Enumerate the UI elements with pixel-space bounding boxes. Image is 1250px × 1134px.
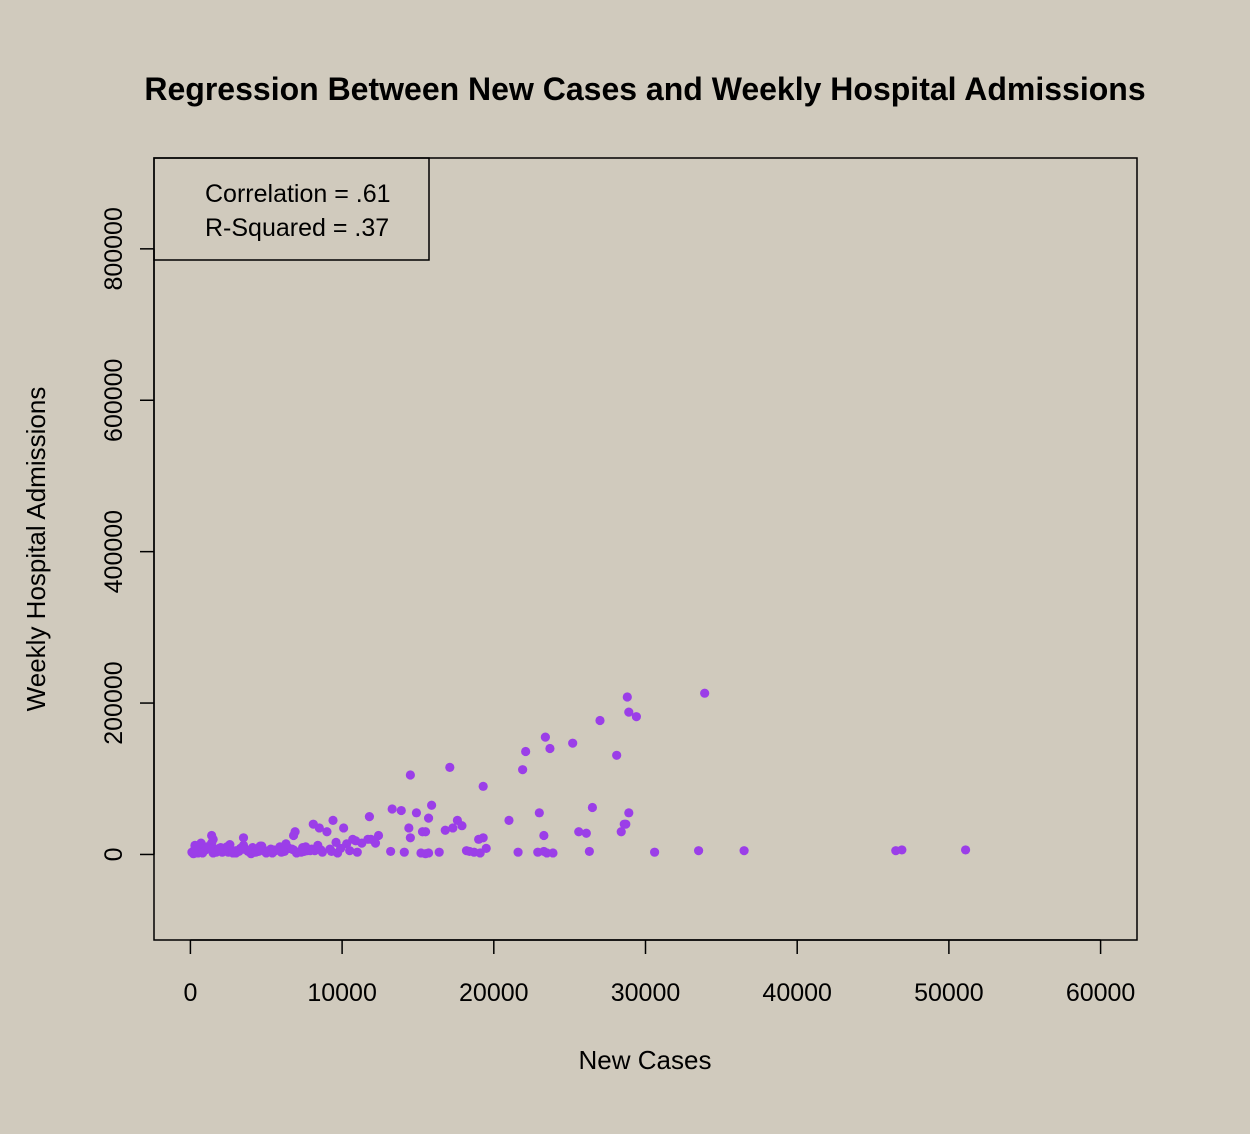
data-point (328, 815, 338, 825)
data-point (339, 823, 349, 833)
data-point (545, 743, 555, 754)
data-point (475, 848, 485, 858)
data-point (405, 770, 415, 780)
data-point (373, 830, 384, 841)
data-point (457, 821, 467, 831)
data-point (404, 823, 414, 833)
data-point (478, 833, 488, 843)
data-point (539, 830, 549, 841)
data-point (445, 762, 455, 772)
data-point (584, 846, 594, 857)
data-point (518, 765, 528, 775)
data-point (581, 828, 591, 838)
data-point (478, 781, 488, 791)
data-point (624, 707, 634, 717)
data-point (363, 834, 373, 844)
data-point (396, 805, 406, 816)
data-point (386, 846, 396, 857)
data-point (351, 836, 361, 846)
y-tick-label: 600000 (100, 359, 128, 442)
data-point (420, 827, 431, 837)
x-axis: 0 10000 20000 30000 40000 50000 60000 (183, 939, 1136, 1007)
plot-frame (153, 157, 1138, 941)
data-point (739, 846, 749, 856)
data-point (301, 842, 311, 852)
data-point (342, 839, 352, 849)
data-point (313, 840, 323, 850)
data-point (288, 830, 299, 841)
data-point (622, 692, 632, 702)
data-point (897, 845, 907, 855)
data-point (405, 833, 415, 843)
data-point (370, 838, 381, 848)
data-point (595, 715, 605, 726)
y-axis-title: Weekly Hospital Admissions (21, 387, 51, 712)
data-point (255, 841, 265, 851)
data-point (287, 844, 297, 854)
data-point (440, 825, 450, 835)
data-point (534, 808, 544, 818)
data-point (331, 837, 341, 847)
data-point (423, 848, 434, 858)
data-point (423, 813, 434, 823)
x-tick-label: 20000 (459, 979, 529, 1007)
data-point (612, 750, 622, 760)
data-point (616, 827, 626, 837)
x-tick-label: 40000 (762, 979, 832, 1007)
data-point (619, 819, 629, 829)
legend-frame (153, 157, 430, 261)
x-axis-title: New Cases (579, 1045, 712, 1075)
data-point (208, 834, 218, 844)
data-point (326, 846, 337, 857)
data-point (387, 804, 397, 814)
data-point (587, 802, 598, 813)
y-tick-label: 0 (100, 848, 128, 862)
x-tick-label: 60000 (1066, 979, 1136, 1007)
legend-correlation: Correlation = .61 (205, 180, 391, 208)
data-point (700, 688, 710, 698)
data-point (540, 732, 550, 742)
data-point (631, 712, 641, 722)
y-axis: 0 200000 400000 600000 800000 (100, 207, 155, 862)
chart-title: Regression Between New Cases and Weekly … (144, 71, 1145, 107)
data-point (364, 812, 375, 822)
data-point (322, 827, 332, 837)
data-point (448, 823, 458, 833)
y-tick-label: 200000 (100, 661, 128, 744)
y-tick-label: 800000 (100, 207, 128, 290)
data-point (427, 800, 437, 810)
data-point (434, 847, 444, 857)
data-point (568, 738, 578, 748)
legend-r-squared: R-Squared = .37 (205, 214, 389, 242)
data-points (187, 688, 971, 859)
data-point (225, 840, 235, 850)
data-point (693, 846, 704, 856)
data-point (214, 843, 224, 854)
y-tick-label: 400000 (100, 510, 128, 593)
data-point (960, 845, 971, 855)
data-point (352, 847, 362, 857)
data-point (521, 746, 531, 757)
data-point (542, 848, 552, 858)
data-point (399, 847, 409, 857)
x-tick-label: 30000 (611, 979, 681, 1007)
data-point (513, 847, 523, 857)
data-point (281, 839, 291, 849)
data-point (574, 827, 584, 837)
data-point (238, 833, 249, 843)
data-point (314, 823, 324, 833)
data-point (273, 844, 283, 854)
data-point (504, 815, 514, 825)
data-point (650, 847, 660, 857)
data-point (464, 846, 475, 857)
legend-box: Correlation = .61 R-Squared = .37 (153, 157, 430, 261)
x-tick-label: 0 (183, 979, 197, 1007)
x-tick-label: 10000 (307, 979, 377, 1007)
data-point (624, 808, 634, 818)
data-point (411, 808, 422, 818)
data-point (237, 843, 247, 853)
x-tick-label: 50000 (914, 979, 984, 1007)
data-point (202, 842, 212, 852)
